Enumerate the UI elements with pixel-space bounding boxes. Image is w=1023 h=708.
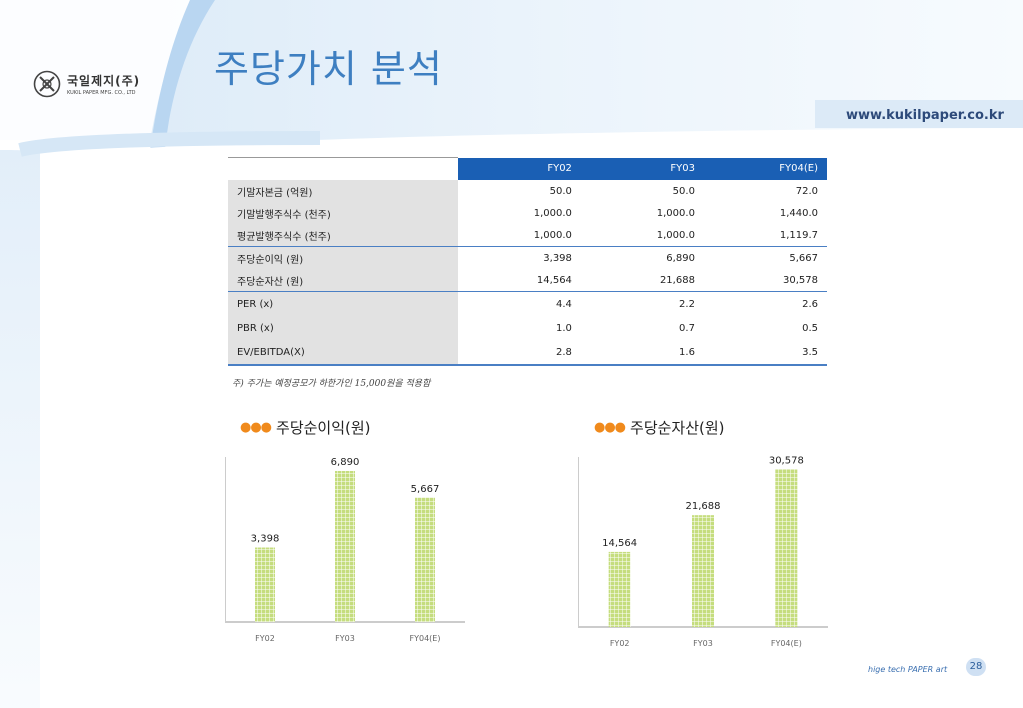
- table-cell: 6,890: [580, 246, 704, 269]
- chart-eps: 3,398 FY02 6,890 FY03 5,667 FY04(E): [225, 457, 465, 643]
- table-corner: [228, 157, 458, 180]
- table-cell: 30,578: [783, 274, 818, 286]
- row-label: 평균발행주식수 (천주): [228, 224, 458, 247]
- row-label: EV/EBITDA(X): [228, 340, 458, 366]
- x-tick-label: FY02: [610, 639, 630, 648]
- row-label: 주당순자산 (원): [228, 269, 458, 292]
- table-cell: 1.6: [580, 340, 704, 366]
- x-tick-label: FY03: [335, 634, 355, 643]
- table-row: 기말자본금 (억원) 50.0 50.0 72.0: [228, 180, 827, 202]
- column-header: FY02: [457, 157, 581, 180]
- table-cell: 5,667: [703, 246, 827, 269]
- table-cell: 1,000.0: [656, 229, 695, 241]
- table-row: 평균발행주식수 (천주) 1,000.0 1,000.0 1,119.7: [228, 224, 827, 247]
- bar-fy04e: [775, 469, 798, 627]
- footnote: 주) 주가는 예정공모가 하한가인 15,000원을 적용함: [232, 379, 431, 389]
- table-cell: 50.0: [672, 185, 695, 197]
- chart-title-text: 주당순이익(원): [276, 419, 371, 437]
- table-cell: 1,000.0: [656, 207, 695, 219]
- bar-fy04e: [415, 497, 435, 622]
- table-cell: 3.5: [703, 340, 827, 366]
- column-header: FY04(E): [703, 157, 827, 180]
- table-row: PBR (x) 1.0 0.7 0.5: [228, 316, 827, 340]
- table-row: 주당순자산 (원) 14,564 21,688 30,578: [228, 269, 827, 292]
- table-cell: 2.8: [457, 340, 581, 366]
- row-label: PER (x): [228, 291, 458, 316]
- table-cell: 1,440.0: [779, 207, 818, 219]
- x-tick-label: FY02: [255, 634, 275, 643]
- chart-title-eps: ●●● 주당순이익(원): [240, 417, 371, 438]
- row-label: 주당순이익 (원): [228, 246, 458, 269]
- bar-value-label: 14,564: [602, 538, 637, 549]
- company-logo: 국일제지(주) KUKIL PAPER MFG. CO., LTD: [33, 70, 140, 98]
- x-tick-label: FY04(E): [410, 634, 441, 643]
- table-cell: 0.5: [802, 322, 818, 334]
- bar-value-label: 3,398: [251, 534, 280, 545]
- table-cell: 4.4: [457, 291, 581, 316]
- logo-circle-x-icon: [33, 70, 61, 98]
- table-row: 주당순이익 (원) 3,398 6,890 5,667: [228, 246, 827, 269]
- table-cell: 0.7: [679, 322, 695, 334]
- bar-value-label: 21,688: [686, 501, 721, 512]
- x-tick-label: FY04(E): [771, 639, 802, 648]
- table-cell: 72.0: [795, 185, 818, 197]
- table-cell: 21,688: [659, 274, 695, 286]
- table-body: 기말자본금 (억원) 50.0 50.0 72.0 기말발행주식수 (천주) 1,000.…: [228, 180, 827, 366]
- row-label: 기말자본금 (억원): [228, 180, 458, 202]
- table-cell: 1.0: [556, 322, 572, 334]
- table-cell: 2.2: [580, 291, 704, 316]
- chart-title-text: 주당순자산(원): [630, 419, 725, 437]
- chart-title-bps: ●●● 주당순자산(원): [594, 417, 725, 438]
- x-tick-label: FY03: [693, 639, 713, 648]
- column-header: FY03: [580, 157, 704, 180]
- page-title: 주당가치 분석: [214, 47, 443, 91]
- table-cell: 1,119.7: [779, 229, 818, 241]
- bar-value-label: 30,578: [769, 455, 804, 466]
- table-row: 기말발행주식수 (천주) 1,000.0 1,000.0 1,440.0: [228, 202, 827, 224]
- bullet-dots-icon: ●●●: [240, 420, 272, 435]
- row-label: 기말발행주식수 (천주): [228, 202, 458, 224]
- table-header-row: FY02 FY03 FY04(E): [228, 157, 827, 180]
- table-cell: 50.0: [549, 185, 572, 197]
- table-row: PER (x) 4.4 2.2 2.6: [228, 291, 827, 316]
- bar-fy03: [692, 515, 714, 627]
- chart-bps: 14,564 FY02 21,688 FY03 30,578 FY04(E): [578, 455, 828, 648]
- valuation-table: FY02 FY03 FY04(E) 기말자본금 (억원) 50.0 50.0 72.0…: [228, 157, 827, 366]
- row-label: PBR (x): [228, 316, 458, 340]
- table-cell: 3,398: [457, 246, 581, 269]
- bullet-dots-icon: ●●●: [594, 420, 626, 435]
- page-number: 28: [966, 658, 986, 676]
- table-row: EV/EBITDA(X) 2.8 1.6 3.5: [228, 340, 827, 366]
- table-cell: 1,000.0: [533, 207, 572, 219]
- table-cell: 14,564: [536, 274, 572, 286]
- footer-brand: hige tech PAPER art: [868, 665, 948, 674]
- table-cell: 2.6: [703, 291, 827, 316]
- bar-fy02: [608, 551, 631, 627]
- bar-value-label: 6,890: [331, 457, 360, 468]
- logo-name-en: KUKIL PAPER MFG. CO., LTD: [67, 90, 136, 96]
- bar-fy03: [335, 470, 355, 622]
- bar-value-label: 5,667: [411, 484, 440, 495]
- bar-fy02: [255, 547, 275, 622]
- website-link[interactable]: www.kukilpaper.co.kr: [846, 108, 1004, 123]
- logo-name-kr: 국일제지(주): [67, 74, 141, 88]
- table-cell: 1,000.0: [533, 229, 572, 241]
